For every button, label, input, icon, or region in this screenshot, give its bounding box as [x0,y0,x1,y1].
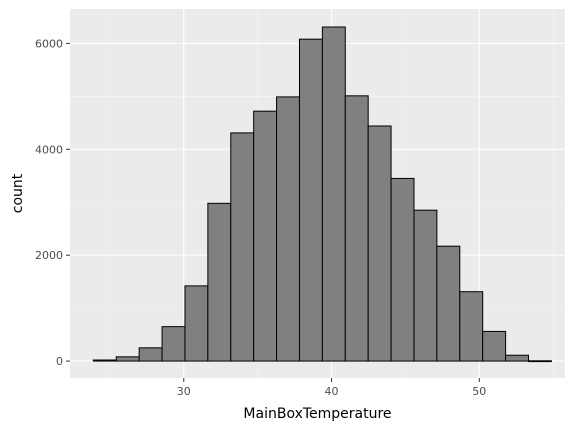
histogram-bar [277,97,300,361]
histogram-bar [116,357,139,361]
histogram-bar [162,327,185,361]
x-tick-label: 30 [177,385,191,398]
y-axis-title: count [10,173,26,213]
histogram-bar [208,203,231,361]
histogram-bar [529,361,552,362]
histogram-bar [368,126,391,361]
histogram-bar [93,360,116,361]
histogram-bar [299,39,322,361]
y-tick-label: 4000 [35,143,63,156]
histogram-bar [483,331,506,361]
histogram-bar [231,133,254,361]
histogram-bar [139,348,162,361]
x-tick-label: 50 [472,385,486,398]
y-tick-label: 2000 [35,249,63,262]
histogram-bar [414,210,437,361]
histogram-bar [460,292,483,361]
histogram-bar [437,246,460,361]
histogram-bar [254,111,277,361]
histogram-bar [345,96,368,361]
y-tick-label: 0 [56,355,63,368]
x-axis: 30 40 50 [177,378,487,398]
y-tick-label: 6000 [35,37,63,50]
histogram-bar [391,178,414,361]
histogram-bar [322,27,345,361]
y-axis: 0 2000 4000 6000 [35,37,70,368]
x-axis-title: MainBoxTemperature [243,406,391,422]
x-tick-label: 40 [325,385,339,398]
histogram-bar [506,355,529,361]
histogram-bar [185,286,208,361]
